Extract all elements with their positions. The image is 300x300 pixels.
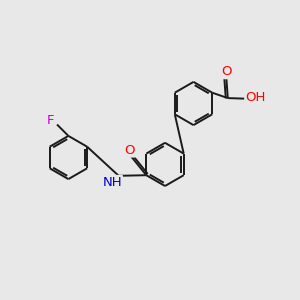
Text: OH: OH xyxy=(245,91,266,104)
Text: NH: NH xyxy=(102,176,122,189)
Text: O: O xyxy=(221,65,232,78)
Text: F: F xyxy=(47,114,55,127)
Text: O: O xyxy=(124,143,135,157)
